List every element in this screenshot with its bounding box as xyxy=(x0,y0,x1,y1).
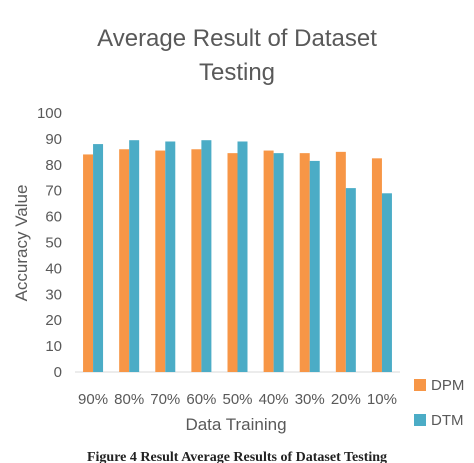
bar-dtm-60pct xyxy=(201,140,212,372)
bar-dpm-90pct xyxy=(83,154,94,372)
x-tick-label: 40% xyxy=(259,391,289,408)
x-tick-label: 10% xyxy=(367,391,397,408)
bar-dpm-70pct xyxy=(155,150,166,372)
bar-chart: Average Result of Dataset Testing 0 10 20 3… xyxy=(12,25,464,434)
y-tick-label: 0 xyxy=(54,364,62,381)
chart-title-line-2: Testing xyxy=(199,59,275,86)
legend-swatch-dpm xyxy=(414,379,426,391)
bar-dtm-50pct xyxy=(237,141,248,372)
y-tick-label: 100 xyxy=(37,105,62,122)
y-tick-label: 30 xyxy=(45,286,62,303)
x-tick-label: 70% xyxy=(150,391,180,408)
legend: DPM DTM xyxy=(414,377,464,429)
bar-dtm-90pct xyxy=(93,144,104,372)
y-tick-label: 50 xyxy=(45,235,62,252)
y-tick-label: 10 xyxy=(45,338,62,355)
x-tick-label: 30% xyxy=(295,391,325,408)
y-axis-ticks: 0 10 20 30 40 50 60 70 80 90 100 xyxy=(37,105,62,381)
legend-label-dpm: DPM xyxy=(431,377,464,394)
y-tick-label: 20 xyxy=(45,312,62,329)
x-tick-label: 20% xyxy=(331,391,361,408)
chart-title: Average Result of Dataset Testing xyxy=(97,25,377,86)
figure-caption-text: Figure 4 Result Average Results of Datas… xyxy=(86,450,388,463)
legend-swatch-dtm xyxy=(414,414,426,426)
bar-series xyxy=(83,140,392,372)
y-tick-label: 70 xyxy=(45,183,62,200)
x-tick-label: 90% xyxy=(78,391,108,408)
bar-dtm-40pct xyxy=(273,153,284,372)
x-tick-label: 80% xyxy=(114,391,144,408)
bar-dpm-40pct xyxy=(263,150,274,372)
y-axis-label: Accuracy Value xyxy=(12,185,31,302)
bar-dpm-20pct xyxy=(335,151,346,372)
y-tick-label: 90 xyxy=(45,131,62,148)
y-tick-label: 80 xyxy=(45,157,62,174)
legend-label-dtm: DTM xyxy=(431,412,464,429)
x-tick-label: 50% xyxy=(222,391,252,408)
bar-dtm-20pct xyxy=(345,188,356,372)
bar-dpm-60pct xyxy=(191,149,202,372)
bar-dpm-50pct xyxy=(227,153,238,372)
bar-dtm-80pct xyxy=(129,140,140,372)
bar-dtm-70pct xyxy=(165,141,176,372)
chart-title-line-1: Average Result of Dataset xyxy=(97,25,377,52)
bar-dtm-30pct xyxy=(309,160,320,372)
bar-dpm-80pct xyxy=(119,149,130,372)
y-tick-label: 60 xyxy=(45,209,62,226)
figure-caption: Figure 4 Result Average Results of Datas… xyxy=(0,448,474,463)
bar-dtm-10pct xyxy=(381,193,392,372)
x-axis-ticks: 90% 80% 70% 60% 50% 40% 30% 20% 10% xyxy=(78,391,397,408)
bar-dpm-10pct xyxy=(371,158,382,372)
bar-dpm-30pct xyxy=(299,153,310,372)
x-tick-label: 60% xyxy=(186,391,216,408)
y-tick-label: 40 xyxy=(45,260,62,277)
x-axis-label: Data Training xyxy=(185,415,286,434)
